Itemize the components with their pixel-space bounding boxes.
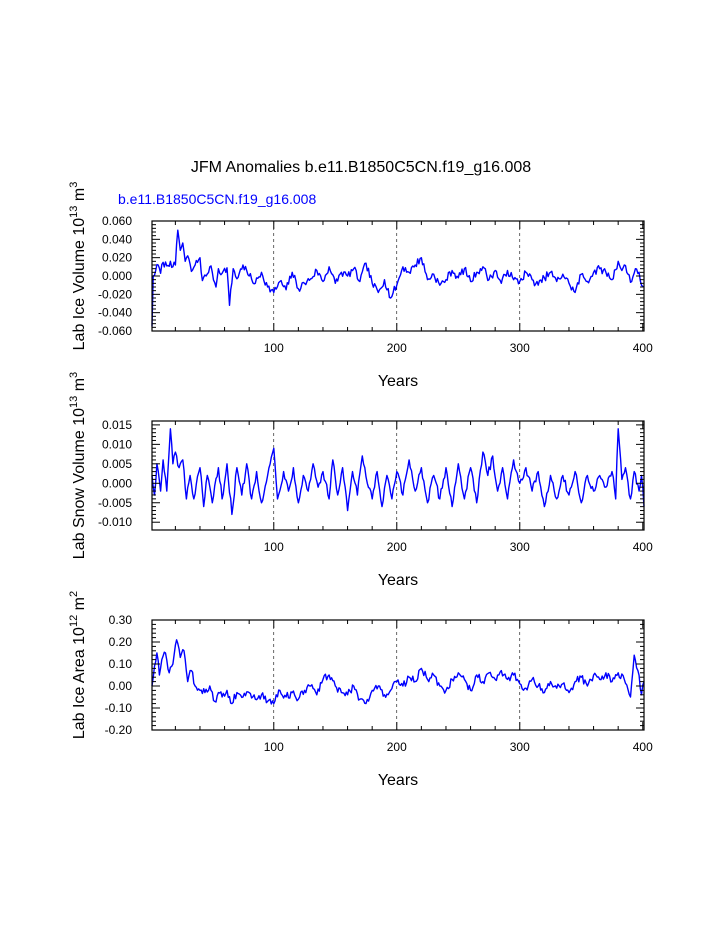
- y-tick-label: 0.040: [102, 232, 132, 246]
- x-tick-label: 300: [510, 540, 530, 554]
- x-tick-label: 400: [633, 341, 653, 355]
- x-axis-label: Years: [378, 373, 418, 390]
- y-tick-label: -0.060: [98, 324, 132, 338]
- y-tick-label: 0.010: [102, 437, 132, 451]
- y-tick-label: -0.10: [105, 701, 133, 715]
- x-tick-label: 200: [387, 740, 407, 754]
- y-axis-label: Lab Ice Volume 1013 m3: [68, 182, 88, 351]
- y-tick-label: 0.000: [102, 476, 132, 490]
- x-tick-label: 100: [264, 341, 284, 355]
- plot-frame: [151, 619, 645, 731]
- y-tick-label: 0.30: [109, 613, 133, 627]
- x-axis-label: Years: [378, 572, 418, 589]
- panel-2: 100 200 300 400 -0.010 -0.005 0.000 0.005 0.010 0…: [68, 372, 653, 589]
- y-tick-label: -0.20: [105, 723, 133, 737]
- x-tick-label: 100: [264, 540, 284, 554]
- y-tick-label: 0.060: [102, 214, 132, 228]
- x-tick-label: 400: [633, 740, 653, 754]
- series-line: [151, 639, 645, 705]
- figure-title: JFM Anomalies b.e11.B1850C5CN.f19_g16.00…: [191, 159, 531, 176]
- x-tick-label: 300: [510, 740, 530, 754]
- panels: 100 200 300 400 -0.060 -0.040 -0.020 0.000 0.020…: [68, 182, 653, 789]
- y-tick-label: -0.005: [98, 496, 132, 510]
- panel-subtitle: b.e11.B1850C5CN.f19_g16.008: [118, 191, 316, 207]
- plot-frame: [151, 220, 645, 332]
- x-tick-label: 300: [510, 341, 530, 355]
- x-axis-label: Years: [378, 772, 418, 789]
- y-tick-label: -0.020: [98, 287, 132, 301]
- y-tick-label: -0.040: [98, 306, 132, 320]
- panel-3: 100 200 300 400 -0.20 -0.10 0.00 0.10 0.20 0.30 Ye…: [68, 591, 653, 789]
- y-tick-label: 0.20: [109, 635, 133, 649]
- y-tick-label: 0.000: [102, 269, 132, 283]
- y-axis-label: Lab Snow Volume 1013 m3: [68, 372, 88, 559]
- y-axis-label: Lab Ice Area 1012 m2: [68, 591, 88, 739]
- panel-1: 100 200 300 400 -0.060 -0.040 -0.020 0.000 0.020…: [68, 182, 653, 390]
- x-tick-label: 200: [387, 540, 407, 554]
- x-tick-label: 100: [264, 740, 284, 754]
- y-tick-label: 0.005: [102, 457, 132, 471]
- x-tick-label: 400: [633, 540, 653, 554]
- y-tick-label: 0.10: [109, 657, 133, 671]
- y-tick-label: 0.015: [102, 418, 132, 432]
- series-line: [151, 428, 645, 516]
- y-tick-label: 0.00: [109, 679, 133, 693]
- x-tick-label: 200: [387, 341, 407, 355]
- y-tick-label: 0.020: [102, 251, 132, 265]
- y-tick-label: -0.010: [98, 515, 132, 529]
- series-line: [151, 229, 645, 327]
